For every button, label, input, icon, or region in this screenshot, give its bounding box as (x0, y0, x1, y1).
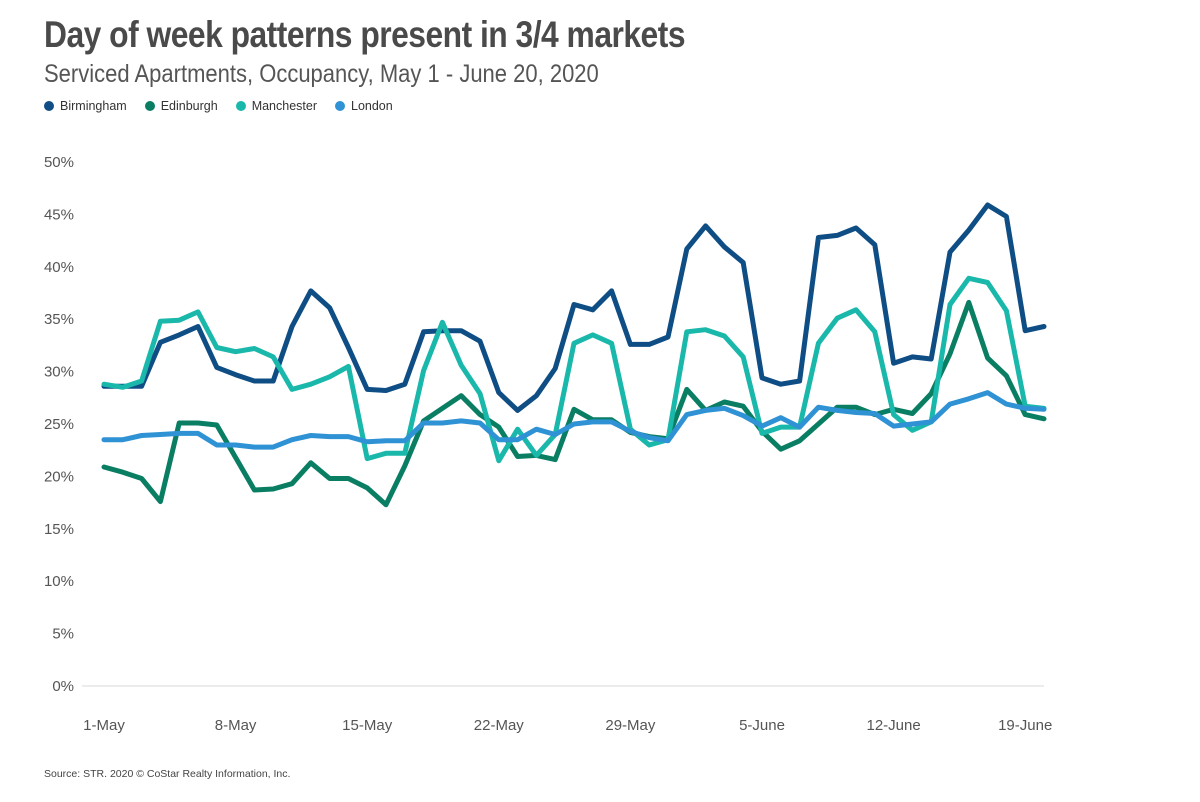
x-tick-label: 29-May (605, 717, 656, 734)
legend-item-edinburgh: Edinburgh (144, 99, 218, 113)
legend-dot-icon (335, 101, 345, 111)
series-line-edinburgh (101, 299, 1047, 508)
x-tick-label: 12-June (866, 717, 920, 734)
source-note: Source: STR. 2020 © CoStar Realty Inform… (44, 768, 291, 780)
legend-label: Manchester (251, 99, 317, 113)
series-line-birmingham (101, 202, 1047, 413)
legend-dot-icon (44, 101, 54, 111)
chart-subtitle: Serviced Apartments, Occupancy, May 1 - … (44, 60, 599, 88)
y-tick-label: 45% (44, 206, 74, 223)
x-tick-label: 19-June (998, 717, 1052, 734)
y-tick-label: 50% (44, 154, 74, 171)
y-tick-label: 20% (44, 468, 74, 485)
x-tick-label: 5-June (739, 717, 785, 734)
axes: 0% 5% 10% 15% 20% 25% 30% 35% 40% 45% 50% 1-May 8-Ma… (44, 154, 1052, 734)
y-tick-label: 25% (44, 416, 74, 433)
legend: Birmingham Edinburgh Manchester London (44, 99, 393, 113)
y-tick-label: 40% (44, 259, 74, 276)
legend-label: London (351, 99, 393, 113)
legend-item-birmingham: Birmingham (44, 99, 127, 113)
x-tick-label: 15-May (342, 717, 393, 734)
y-tick-label: 0% (52, 678, 74, 695)
y-tick-label: 10% (44, 573, 74, 590)
legend-item-manchester: Manchester (235, 99, 317, 113)
legend-label: Birmingham (60, 99, 127, 113)
series-line-manchester (101, 275, 1047, 464)
x-tick-label: 22-May (474, 717, 525, 734)
legend-dot-icon (144, 101, 155, 111)
legend-item-london: London (335, 99, 393, 113)
series-layer (101, 202, 1047, 508)
legend-label: Edinburgh (160, 99, 218, 113)
y-tick-label: 5% (52, 626, 74, 643)
chart-title: Day of week patterns present in 3/4 mark… (44, 14, 686, 55)
y-tick-label: 30% (44, 364, 74, 381)
x-tick-label: 8-May (215, 717, 257, 734)
y-tick-label: 35% (44, 311, 74, 328)
series-line-london (101, 390, 1047, 450)
legend-dot-icon (235, 101, 246, 111)
y-tick-label: 15% (44, 521, 74, 538)
x-tick-label: 1-May (83, 717, 125, 734)
